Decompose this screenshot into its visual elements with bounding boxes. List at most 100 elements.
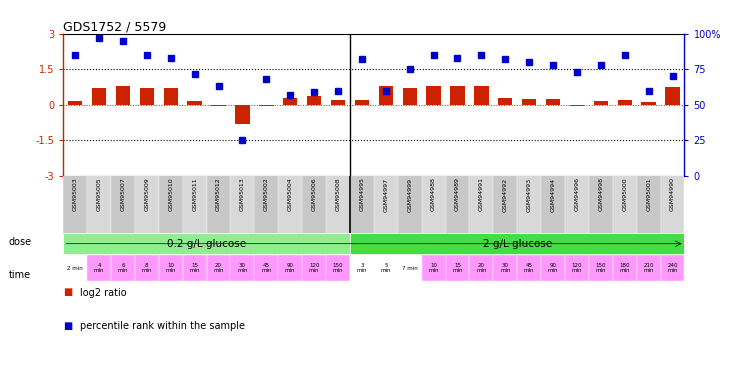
Bar — [446, 255, 469, 281]
Bar — [326, 255, 350, 281]
Bar — [326, 176, 350, 232]
Bar — [231, 255, 254, 281]
Bar — [450, 86, 465, 105]
Bar — [207, 255, 231, 281]
Bar — [661, 255, 684, 281]
Bar — [594, 101, 608, 105]
Text: 45
min: 45 min — [524, 262, 534, 273]
Bar — [426, 86, 440, 105]
Bar — [637, 255, 661, 281]
Bar — [207, 176, 231, 232]
Text: GSM94989: GSM94989 — [455, 177, 460, 212]
Text: 15
min: 15 min — [452, 262, 463, 273]
Text: 2 min: 2 min — [67, 266, 83, 271]
Bar — [469, 255, 493, 281]
Text: GSM94990: GSM94990 — [670, 177, 675, 212]
Bar — [498, 98, 513, 105]
Text: GSM95002: GSM95002 — [264, 177, 269, 211]
Bar — [63, 234, 350, 254]
Bar — [493, 255, 517, 281]
Text: GSM94999: GSM94999 — [407, 177, 412, 212]
Text: ■: ■ — [63, 321, 72, 331]
Bar — [231, 176, 254, 232]
Text: GSM94994: GSM94994 — [551, 177, 556, 212]
Bar — [446, 176, 469, 232]
Bar — [374, 176, 398, 232]
Bar — [665, 87, 680, 105]
Text: GSM94991: GSM94991 — [479, 177, 484, 212]
Bar — [522, 99, 536, 105]
Bar — [474, 86, 489, 105]
Bar — [422, 255, 446, 281]
Bar — [379, 86, 393, 105]
Bar — [661, 176, 684, 232]
Bar — [637, 176, 661, 232]
Bar — [158, 255, 183, 281]
Text: ■: ■ — [63, 288, 72, 297]
Bar — [158, 176, 183, 232]
Bar — [278, 176, 302, 232]
Text: GSM94998: GSM94998 — [598, 177, 603, 212]
Bar — [211, 105, 225, 106]
Bar — [613, 255, 637, 281]
Bar — [183, 176, 207, 232]
Text: GSM95010: GSM95010 — [168, 177, 173, 211]
Text: 150
min: 150 min — [333, 262, 343, 273]
Text: GSM94997: GSM94997 — [383, 177, 388, 212]
Text: 120
min: 120 min — [571, 262, 583, 273]
Bar — [350, 255, 373, 281]
Text: GSM95005: GSM95005 — [97, 177, 102, 211]
Text: GSM94996: GSM94996 — [574, 177, 580, 212]
Bar — [517, 255, 541, 281]
Bar — [641, 102, 655, 105]
Bar — [374, 255, 398, 281]
Text: 45
min: 45 min — [261, 262, 272, 273]
Bar — [254, 176, 278, 232]
Bar — [68, 101, 83, 105]
Bar — [92, 88, 106, 105]
Bar — [63, 176, 87, 232]
Text: 120
min: 120 min — [309, 262, 319, 273]
Bar — [398, 255, 422, 281]
Bar — [546, 99, 560, 105]
Bar — [589, 176, 613, 232]
Bar — [398, 176, 422, 232]
Text: GSM95008: GSM95008 — [336, 177, 341, 211]
Text: GSM94995: GSM94995 — [359, 177, 365, 212]
Bar — [283, 98, 298, 105]
Bar — [350, 176, 373, 232]
Text: dose: dose — [9, 237, 32, 247]
Text: 2 g/L glucose: 2 g/L glucose — [483, 239, 552, 249]
Bar — [613, 176, 637, 232]
Text: 30
min: 30 min — [500, 262, 510, 273]
Text: 150
min: 150 min — [596, 262, 606, 273]
Bar — [307, 96, 321, 105]
Bar — [350, 234, 684, 254]
Bar — [111, 176, 135, 232]
Bar — [570, 105, 584, 106]
Text: 90
min: 90 min — [548, 262, 558, 273]
Text: GSM94992: GSM94992 — [503, 177, 507, 212]
Text: GDS1752 / 5579: GDS1752 / 5579 — [63, 21, 167, 34]
Text: 6
min: 6 min — [118, 262, 128, 273]
Bar — [331, 100, 345, 105]
Text: 4
min: 4 min — [94, 262, 104, 273]
Text: time: time — [9, 270, 31, 279]
Text: GSM95004: GSM95004 — [288, 177, 292, 211]
Text: 15
min: 15 min — [190, 262, 200, 273]
Bar — [254, 255, 278, 281]
Text: 180
min: 180 min — [620, 262, 630, 273]
Text: 8
min: 8 min — [141, 262, 152, 273]
Bar — [541, 176, 565, 232]
Bar — [87, 255, 111, 281]
Bar — [140, 88, 154, 105]
Text: GSM94988: GSM94988 — [431, 177, 436, 212]
Text: GSM95011: GSM95011 — [192, 177, 197, 211]
Bar — [87, 176, 111, 232]
Bar — [493, 176, 517, 232]
Bar — [259, 105, 274, 106]
Text: GSM94993: GSM94993 — [527, 177, 532, 212]
Text: GSM95003: GSM95003 — [73, 177, 77, 211]
Text: 7 min: 7 min — [402, 266, 417, 271]
Bar — [63, 255, 87, 281]
